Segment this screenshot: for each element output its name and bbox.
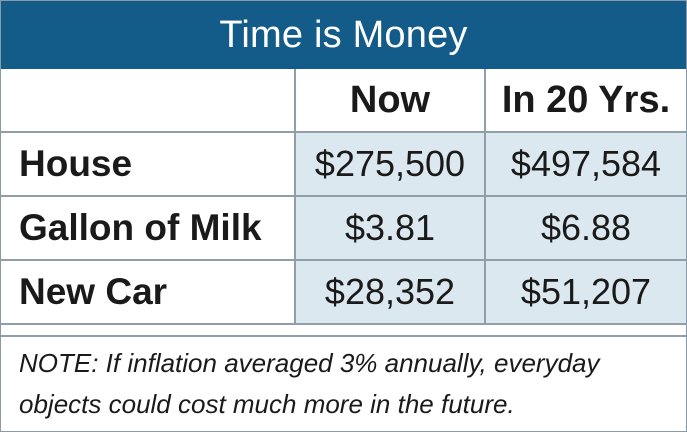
cell-milk-future: $6.88 bbox=[484, 195, 686, 261]
column-header-20-years: In 20 Yrs. bbox=[484, 69, 686, 133]
table-row: New Car $28,352 $51,207 bbox=[1, 259, 686, 325]
table-title: Time is Money bbox=[1, 1, 686, 69]
row-label-car: New Car bbox=[1, 259, 296, 325]
table-header-row: Now In 20 Yrs. bbox=[1, 69, 686, 133]
footnote: NOTE: If inflation averaged 3% annually,… bbox=[1, 335, 686, 431]
row-label-house: House bbox=[1, 131, 296, 197]
cell-car-future: $51,207 bbox=[484, 259, 686, 325]
table-row: House $275,500 $497,584 bbox=[1, 131, 686, 197]
note-prefix: NOTE bbox=[19, 348, 92, 378]
cell-house-now: $275,500 bbox=[294, 131, 486, 197]
cell-milk-now: $3.81 bbox=[294, 195, 486, 261]
table-row: Gallon of Milk $3.81 $6.88 bbox=[1, 195, 686, 261]
row-label-milk: Gallon of Milk bbox=[1, 195, 296, 261]
price-table: Now In 20 Yrs. House $275,500 $497,584 G… bbox=[1, 69, 686, 325]
note-text: : If inflation averaged 3% annually, eve… bbox=[19, 348, 600, 419]
cell-car-now: $28,352 bbox=[294, 259, 486, 325]
cell-house-future: $497,584 bbox=[484, 131, 686, 197]
column-header-now: Now bbox=[294, 69, 486, 133]
column-header-label bbox=[1, 69, 296, 133]
